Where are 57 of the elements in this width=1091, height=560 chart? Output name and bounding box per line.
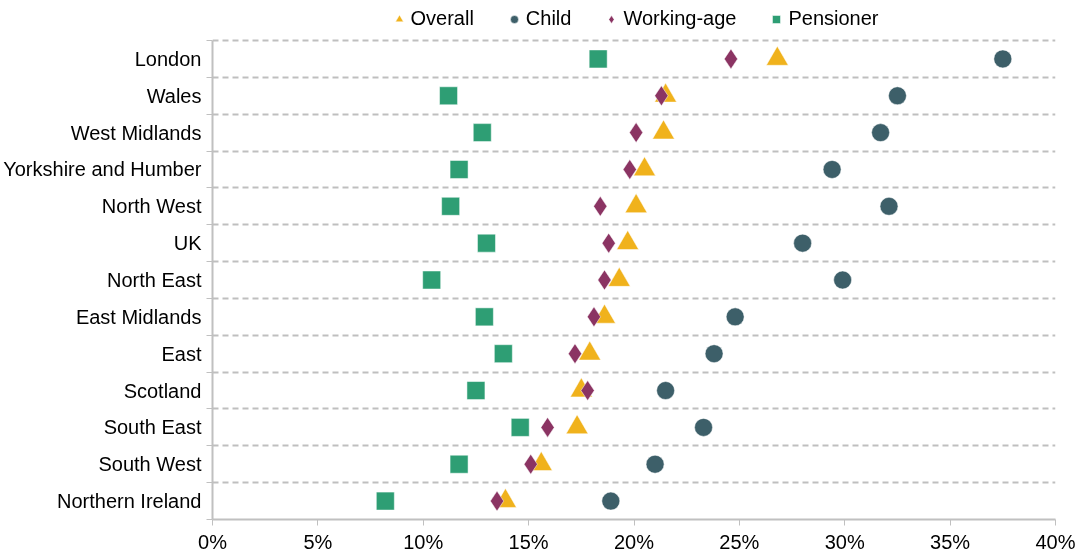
point [477,233,496,253]
y-tick-label: East Midlands [75,305,202,328]
point [993,49,1013,69]
x-tick-label: 35% [930,530,971,553]
point [580,380,595,401]
point [725,307,745,327]
y-tick-label: North West [101,195,202,218]
point [473,123,492,142]
x-tick-label: 40% [1035,530,1076,553]
legend-label: Overall [410,7,474,30]
point [422,270,441,290]
y-tick-label: East [161,342,202,365]
x-tick-label: 10% [403,530,444,553]
point [704,344,724,363]
point [449,160,469,179]
point [588,49,608,69]
x-tick-label: 5% [303,530,333,553]
point [793,233,812,253]
y-tick-label: Scotland [123,379,202,402]
y-tick-label: Wales [146,84,202,107]
point [629,122,644,143]
x-tick-label: 15% [508,530,549,553]
legend-label: Working-age [623,7,737,30]
y-tick-label: Northern Ireland [56,490,202,513]
point [510,418,530,437]
point [822,160,842,179]
point [376,491,395,511]
point [871,123,890,142]
point [439,86,458,106]
point [466,381,486,400]
y-tick-label: West Midlands [70,121,202,144]
point [449,454,469,474]
point [494,344,513,363]
point [441,197,460,216]
y-tick-label: North East [107,269,202,291]
y-tick-label: South East [103,416,202,439]
legend-label: Child [525,7,572,30]
point [601,491,621,511]
point [540,417,555,438]
y-tick-label: South West [98,453,202,476]
y-tick-label: Yorkshire and Humber [3,158,202,181]
point [622,159,637,180]
point [833,270,852,290]
y-tick-label: London [134,47,202,70]
point [656,381,675,400]
point [888,86,907,105]
point [694,418,713,437]
point [645,455,665,474]
x-tick-label: 25% [719,530,760,553]
x-tick-label: 20% [613,530,655,553]
x-tick-label: 30% [824,530,865,553]
point [475,307,494,327]
x-tick-label: 0% [198,530,228,553]
point [879,197,899,216]
y-tick-label: UK [173,232,203,255]
legend-label: Pensioner [788,7,879,30]
point [593,196,608,217]
